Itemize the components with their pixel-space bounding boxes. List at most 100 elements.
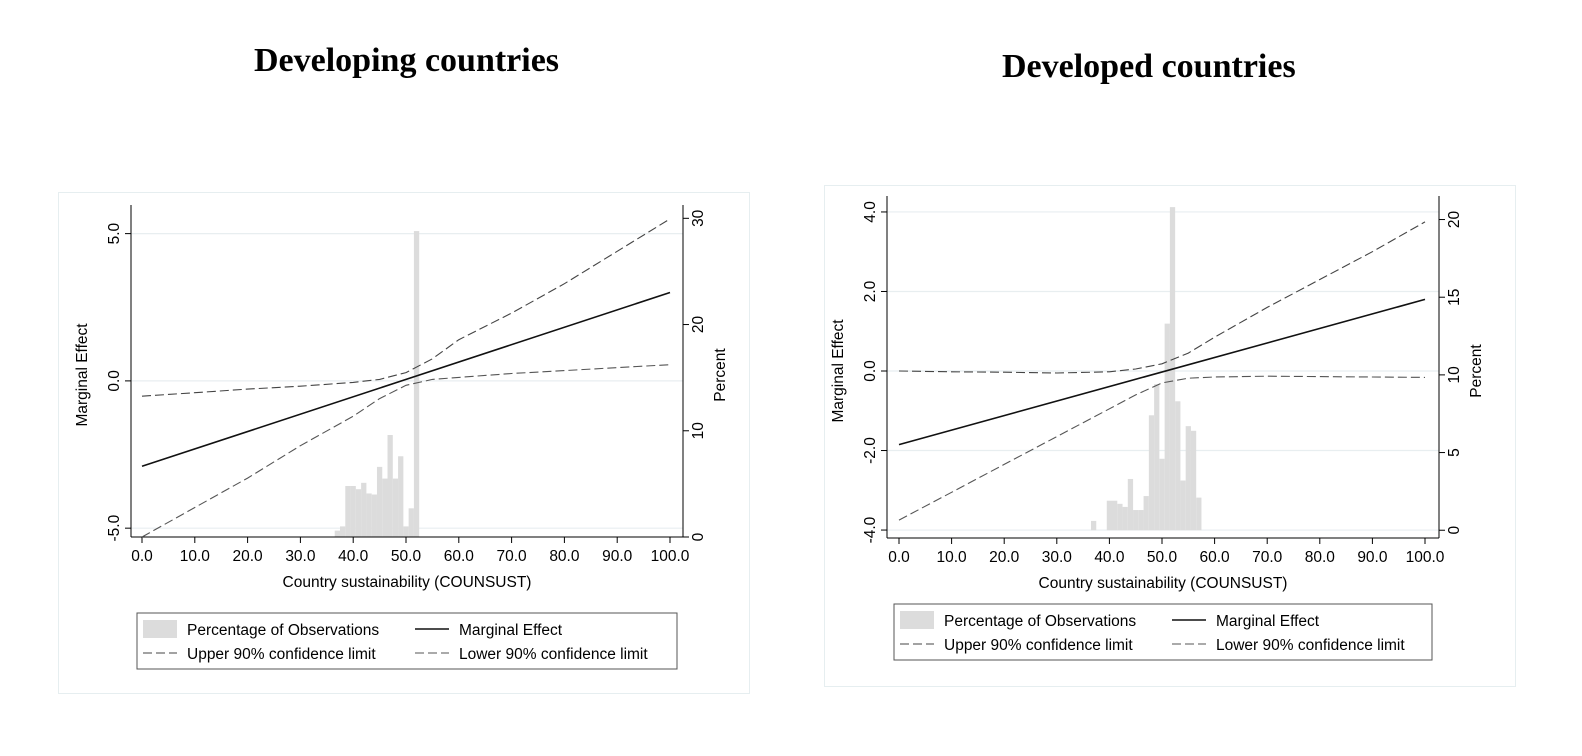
y-tick-label: 0.0 bbox=[106, 370, 123, 392]
x-tick-label: 50.0 bbox=[1147, 549, 1178, 566]
x-tick-label: 100.0 bbox=[1406, 549, 1445, 566]
histogram-bar bbox=[1138, 510, 1144, 531]
histogram-bar bbox=[408, 508, 414, 537]
histogram-bar bbox=[334, 530, 340, 537]
x-tick-label: 80.0 bbox=[549, 548, 580, 565]
x-tick-label: 100.0 bbox=[651, 548, 690, 565]
legend-label: Marginal Effect bbox=[1216, 613, 1320, 630]
histogram-bar bbox=[340, 526, 346, 537]
histogram-bar bbox=[382, 478, 388, 537]
y2-tick-label: 0 bbox=[690, 532, 707, 541]
panel-title-developed: Developed countries bbox=[1002, 48, 1296, 85]
histogram-bar bbox=[1122, 506, 1128, 531]
histogram-bar bbox=[355, 489, 362, 537]
marginal-effect-line bbox=[141, 291, 671, 468]
chart-developing: 0.0 10.0 20.0 30.0 40.0 50.0 60.0 70.0 80.0 90.0 1… bbox=[58, 192, 750, 694]
histogram-bar bbox=[387, 435, 393, 537]
histogram-bar bbox=[1106, 500, 1113, 531]
x-tick-label: 70.0 bbox=[1252, 549, 1283, 566]
histogram-bar bbox=[1175, 401, 1181, 531]
legend-label: Lower 90% confidence limit bbox=[459, 646, 648, 663]
x-tick-label: 20.0 bbox=[989, 549, 1020, 566]
legend-label: Marginal Effect bbox=[459, 622, 563, 639]
histogram-bar bbox=[361, 482, 367, 537]
chart-svg-developing: 0.0 10.0 20.0 30.0 40.0 50.0 60.0 70.0 80.0 90.0 1… bbox=[74, 205, 729, 670]
y-tick-label: -4.0 bbox=[862, 516, 879, 543]
x-tick-label: 30.0 bbox=[285, 548, 316, 565]
x-tick-label: 90.0 bbox=[1357, 549, 1388, 566]
histogram-bar bbox=[1159, 458, 1165, 531]
histogram-bar bbox=[398, 456, 404, 537]
legend-label: Upper 90% confidence limit bbox=[187, 646, 376, 663]
x-tick-label: 80.0 bbox=[1305, 549, 1336, 566]
marginal-effect-line bbox=[898, 298, 1426, 446]
y-tick-label: -2.0 bbox=[862, 437, 879, 464]
y2-axis-title: Percent bbox=[1468, 344, 1485, 398]
panel-title-developing: Developing countries bbox=[254, 42, 560, 79]
histogram-bar bbox=[1185, 426, 1191, 531]
x-tick-label: 60.0 bbox=[444, 548, 475, 565]
histogram-bar bbox=[403, 526, 409, 537]
legend-box bbox=[136, 612, 678, 670]
x-tick-label: 0.0 bbox=[888, 549, 910, 566]
y-axis-title: Marginal Effect bbox=[830, 319, 847, 423]
histogram-bar bbox=[376, 466, 383, 537]
x-tick-label: 30.0 bbox=[1042, 549, 1073, 566]
histogram-bar bbox=[1196, 497, 1202, 531]
x-tick-label: 40.0 bbox=[1094, 549, 1125, 566]
y-tick-label: -5.0 bbox=[106, 514, 123, 541]
legend-label: Upper 90% confidence limit bbox=[944, 637, 1133, 654]
histogram-bar bbox=[345, 486, 351, 537]
y2-tick-label: 10 bbox=[1446, 366, 1463, 384]
y2-tick-label: 0 bbox=[1446, 526, 1463, 535]
histogram-bar bbox=[1112, 500, 1118, 531]
y2-tick-label: 30 bbox=[690, 209, 707, 227]
legend-swatch-observations bbox=[900, 611, 934, 629]
x-tick-label: 10.0 bbox=[180, 548, 211, 565]
y2-tick-label: 10 bbox=[690, 422, 707, 440]
legend-swatch-observations bbox=[143, 620, 177, 638]
histogram-bar bbox=[1190, 430, 1197, 531]
chart-svg-developed: 0.0 10.0 20.0 30.0 40.0 50.0 60.0 70.0 80.0 90.0 1… bbox=[830, 196, 1485, 661]
y2-tick-label: 20 bbox=[690, 316, 707, 334]
y2-tick-label: 5 bbox=[1446, 448, 1463, 457]
histogram-bar bbox=[1164, 323, 1170, 531]
lower-ci-line bbox=[898, 375, 1426, 521]
histogram-bar bbox=[1133, 510, 1139, 531]
x-tick-label: 70.0 bbox=[497, 548, 528, 565]
histogram-bar bbox=[1127, 478, 1134, 531]
histogram-bar bbox=[366, 493, 372, 537]
histogram-bar bbox=[1090, 520, 1097, 531]
histogram-bar bbox=[1154, 384, 1160, 531]
x-tick-label: 0.0 bbox=[131, 548, 153, 565]
y-tick-label: 5.0 bbox=[106, 222, 123, 244]
histogram-bar bbox=[413, 231, 420, 537]
y2-tick-label: 15 bbox=[1446, 289, 1463, 306]
histogram-bar bbox=[350, 486, 356, 537]
x-axis-title: Country sustainability (COUNSUST) bbox=[1039, 575, 1288, 592]
y2-tick-label: 20 bbox=[1446, 211, 1463, 229]
upper-ci-line bbox=[898, 221, 1426, 374]
legend-box bbox=[893, 603, 1433, 661]
histogram-bar bbox=[1148, 415, 1155, 531]
histogram-bar bbox=[371, 494, 377, 537]
histogram-bar bbox=[1117, 503, 1123, 531]
y2-axis-title: Percent bbox=[712, 348, 729, 402]
lower-ci-line bbox=[141, 364, 671, 538]
x-tick-label: 20.0 bbox=[233, 548, 264, 565]
y-tick-label: 4.0 bbox=[862, 201, 879, 223]
y-tick-label: 2.0 bbox=[862, 280, 879, 302]
histogram-bar bbox=[1180, 480, 1186, 531]
x-tick-label: 50.0 bbox=[391, 548, 422, 565]
x-tick-label: 40.0 bbox=[338, 548, 369, 565]
histogram-bar bbox=[392, 478, 399, 537]
x-axis-title: Country sustainability (COUNSUST) bbox=[283, 574, 532, 591]
legend-label: Lower 90% confidence limit bbox=[1216, 637, 1405, 654]
x-tick-label: 60.0 bbox=[1200, 549, 1231, 566]
y-axis-title: Marginal Effect bbox=[74, 323, 91, 427]
legend-label: Percentage of Observations bbox=[187, 622, 379, 639]
x-tick-label: 10.0 bbox=[937, 549, 968, 566]
x-tick-label: 90.0 bbox=[602, 548, 633, 565]
y-tick-label: 0.0 bbox=[862, 360, 879, 382]
histogram-bar bbox=[1143, 496, 1149, 531]
